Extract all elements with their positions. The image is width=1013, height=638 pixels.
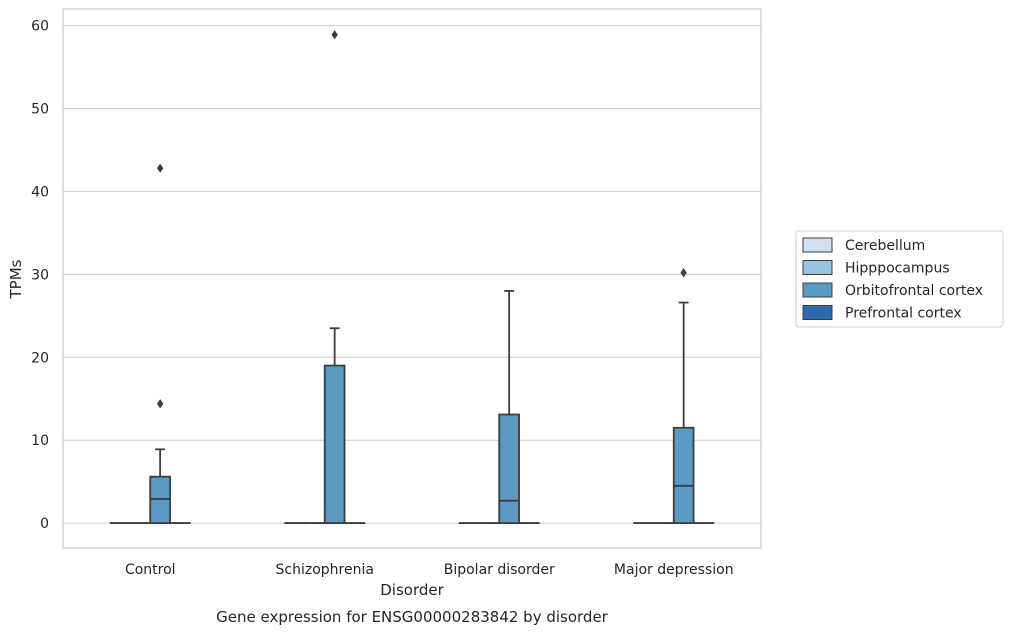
y-tick-label: 50 (31, 102, 49, 118)
legend-swatch (803, 238, 832, 252)
y-axis-title: TPMs (7, 259, 25, 299)
legend-label: Cerebellum (845, 238, 925, 254)
y-tick-label: 60 (31, 19, 49, 35)
x-tick-label: Bipolar disorder (444, 562, 555, 578)
legend-label: Orbitofrontal cortex (845, 283, 983, 299)
y-tick-label: 20 (31, 350, 49, 366)
y-tick-label: 40 (31, 184, 49, 200)
legend-label: Hipppocampus (845, 261, 950, 277)
plot-background (63, 9, 761, 548)
y-tick-label: 30 (31, 267, 49, 283)
legend: Cerebellum Hipppocampus Orbitofrontal cort… (796, 231, 1003, 327)
y-tick-label: 10 (31, 433, 49, 449)
y-tick-labels: 0 10 20 30 40 50 60 (31, 19, 49, 533)
x-tick-label: Control (125, 562, 176, 578)
x-tick-label: Schizophrenia (276, 562, 374, 578)
y-tick-label: 0 (40, 516, 49, 532)
x-axis-title: Disorder (380, 581, 444, 599)
x-tick-labels: Control Schizophrenia Bipolar disorder Majo… (125, 562, 734, 578)
chart-caption: Gene expression for ENSG00000283842 by d… (216, 608, 609, 626)
x-tick-label: Major depression (614, 562, 734, 578)
legend-swatch (803, 306, 832, 320)
legend-swatch (803, 283, 832, 297)
legend-swatch (803, 261, 832, 275)
box-body (499, 414, 519, 523)
box-body (674, 428, 694, 523)
legend-label: Prefrontal cortex (845, 306, 962, 322)
box-body (325, 366, 345, 524)
